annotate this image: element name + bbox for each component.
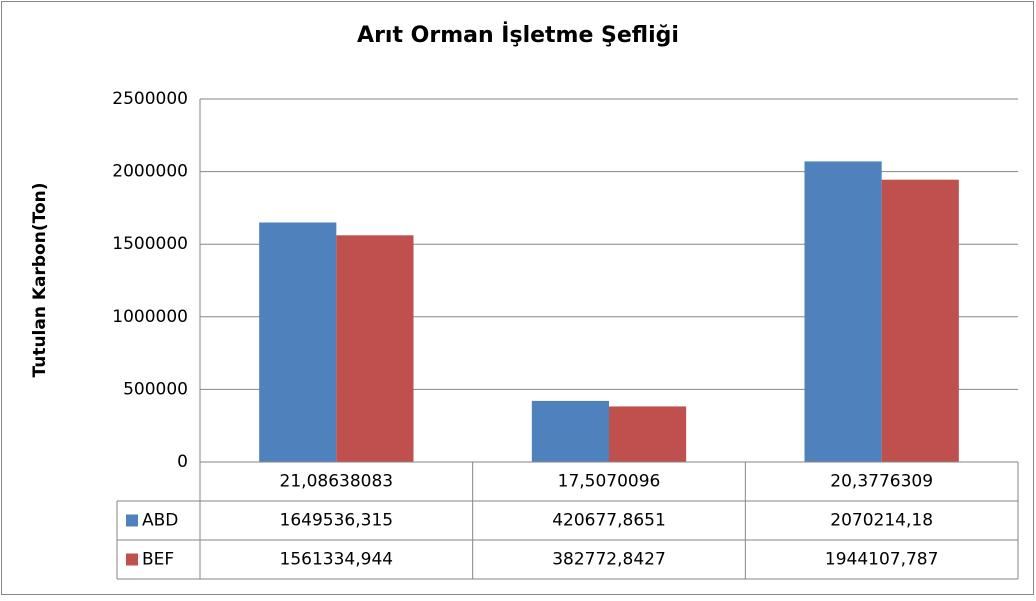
bar [336,235,414,462]
y-tick-label: 2500000 [112,89,188,109]
x-tick-label: 21,08638083 [280,472,394,492]
chart-title: Arıt Orman İşletme Şefliği [357,22,679,48]
y-tick-label: 2000000 [112,162,188,182]
bar [881,179,959,462]
bar [804,161,882,462]
x-tick-label: 17,5070096 [558,472,661,492]
table-value: 2070214,18 [830,511,933,531]
y-tick-label: 500000 [123,379,188,399]
legend-swatch [126,553,138,566]
table-value: 1649536,315 [280,511,394,531]
x-tick-label: 20,3776309 [830,472,933,492]
bar [531,400,609,462]
bar [609,406,687,462]
legend-swatch [126,514,138,527]
y-tick-label: 0 [177,452,188,472]
table-value: 1561334,944 [280,550,394,570]
y-tick-label: 1000000 [112,307,188,327]
table-value: 1944107,787 [825,550,939,570]
y-tick-label: 1500000 [112,234,188,254]
legend-label: ABD [142,511,178,531]
y-axis-label: Tutulan Karbon(Ton) [30,182,50,377]
table-value: 420677,8651 [552,511,666,531]
bar [259,222,337,462]
table-value: 382772,8427 [552,550,666,570]
legend-label: BEF [142,550,174,570]
